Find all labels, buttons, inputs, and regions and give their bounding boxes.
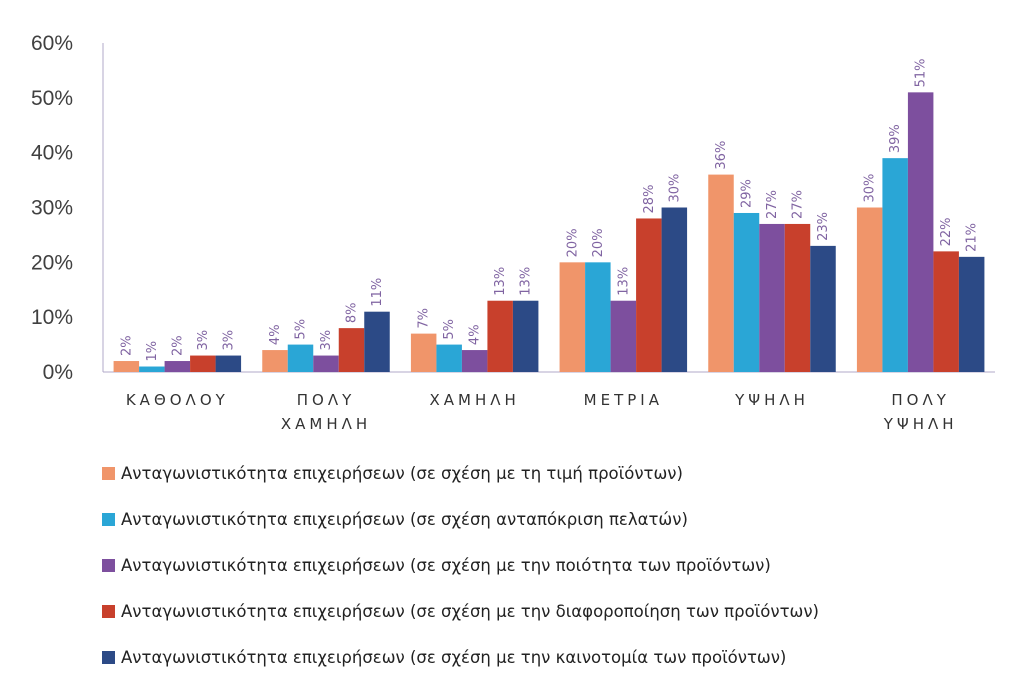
data-label: 29%	[740, 179, 755, 208]
category-label: ΠΟΛΥ	[891, 391, 950, 409]
legend-label: Ανταγωνιστικότητα επιχειρήσεων (σε σχέση…	[121, 601, 819, 621]
legend-swatch	[102, 604, 115, 618]
bar	[784, 223, 811, 372]
y-tick-label: 30%	[31, 197, 73, 220]
data-label: 3%	[221, 330, 236, 351]
data-label: 4%	[268, 324, 283, 345]
legend-item: Ανταγωνιστικότητα επιχειρήσεων (σε σχέση…	[102, 455, 1002, 491]
data-label: 27%	[791, 190, 806, 219]
data-label: 30%	[863, 174, 878, 203]
bar	[113, 361, 140, 372]
data-label: 2%	[170, 335, 185, 356]
data-labels: 2% 4% 7% 20% 36% 30% 1% 5% 5% 20% 29% 39% 2% 3% 4% 13% 2…	[119, 58, 979, 361]
bar	[759, 223, 785, 372]
bar	[262, 350, 288, 372]
bar	[164, 361, 191, 372]
data-label: 20%	[565, 228, 580, 257]
data-label: 13%	[616, 267, 631, 296]
bar	[410, 333, 437, 372]
data-label: 5%	[442, 319, 457, 340]
y-tick-label: 0%	[43, 361, 73, 384]
bar	[610, 300, 637, 372]
bar	[585, 262, 611, 372]
data-label: 5%	[294, 319, 309, 340]
category-label: ΠΟΛΥ	[297, 391, 356, 409]
data-label: 11%	[370, 278, 385, 307]
data-label: 51%	[914, 58, 929, 87]
bar	[436, 344, 462, 372]
bar	[512, 300, 539, 372]
legend-swatch	[102, 650, 115, 664]
category-label: ΧΑΜΗΛΗ	[430, 391, 520, 409]
bar	[487, 300, 513, 372]
bars	[113, 92, 985, 372]
legend-label: Ανταγωνιστικότητα επιχειρήσεων (σε σχέση…	[121, 463, 683, 483]
bar	[636, 218, 662, 372]
y-tick-label: 60%	[31, 32, 73, 55]
data-label: 13%	[493, 267, 508, 296]
legend-label: Ανταγωνιστικότητα επιχειρήσεων (σε σχέση…	[121, 509, 688, 529]
bar	[287, 344, 314, 372]
legend-label: Ανταγωνιστικότητα επιχειρήσεων (σε σχέση…	[121, 555, 771, 575]
bar	[313, 355, 339, 372]
y-tick-label: 50%	[31, 87, 73, 110]
data-label: 7%	[417, 308, 432, 329]
data-label: 4%	[468, 324, 483, 345]
bar	[661, 207, 688, 372]
legend: Ανταγωνιστικότητα επιχειρήσεων (σε σχέση…	[102, 455, 1002, 685]
data-label: 36%	[714, 141, 729, 170]
bar	[338, 328, 365, 372]
data-label: 2%	[119, 335, 134, 356]
data-label: 22%	[939, 217, 954, 246]
bar-chart: 0% 10% 20% 30% 40% 50% 60% 2% 4% 7% 20% 36% 30% 1% 5%…	[31, 32, 995, 433]
legend-swatch	[102, 512, 115, 526]
bar	[190, 355, 216, 372]
category-labels: ΚΑΘΟΛΟΥ ΠΟΛΥ ΧΑΜΗΛΗ ΧΑΜΗΛΗ ΜΕΤΡΙΑ ΥΨΗΛΗ ΠΟΛΥ ΥΨ…	[126, 391, 958, 433]
data-label: 27%	[765, 190, 780, 219]
bar	[215, 355, 242, 372]
y-tick-labels: 0% 10% 20% 30% 40% 50% 60%	[31, 32, 73, 384]
legend-item: Ανταγωνιστικότητα επιχειρήσεων (σε σχέση…	[102, 593, 1002, 629]
bar	[958, 256, 985, 372]
bar	[139, 366, 165, 372]
data-label: 1%	[145, 341, 160, 362]
legend-swatch	[102, 466, 115, 480]
bar	[810, 245, 836, 372]
bar	[559, 262, 586, 372]
data-label: 3%	[196, 330, 211, 351]
bar	[856, 207, 883, 372]
data-label: 8%	[345, 303, 360, 324]
bar	[882, 158, 908, 372]
legend-item: Ανταγωνιστικότητα επιχειρήσεων (σε σχέση…	[102, 501, 1002, 537]
data-label: 13%	[519, 267, 534, 296]
bar	[461, 350, 488, 372]
category-label: ΥΨΗΛΗ	[734, 391, 809, 409]
bar	[364, 311, 390, 372]
legend-label: Ανταγωνιστικότητα επιχειρήσεων (σε σχέση…	[121, 647, 787, 667]
bar	[907, 92, 934, 372]
bar	[733, 212, 760, 372]
data-label: 28%	[642, 185, 657, 214]
data-label: 20%	[591, 228, 606, 257]
data-label: 21%	[965, 223, 980, 252]
data-label: 3%	[319, 330, 334, 351]
legend-item: Ανταγωνιστικότητα επιχειρήσεων (σε σχέση…	[102, 547, 1002, 583]
category-label: ΚΑΘΟΛΟΥ	[126, 391, 229, 409]
y-tick-label: 10%	[31, 306, 73, 329]
data-label: 39%	[888, 124, 903, 153]
bar	[933, 251, 959, 372]
legend-swatch	[102, 558, 115, 572]
bar	[708, 174, 734, 372]
legend-item: Ανταγωνιστικότητα επιχειρήσεων (σε σχέση…	[102, 639, 1002, 675]
data-label: 30%	[667, 174, 682, 203]
y-tick-label: 40%	[31, 142, 73, 165]
category-label: ΥΨΗΛΗ	[883, 415, 958, 433]
data-label: 23%	[816, 212, 831, 241]
category-label: ΧΑΜΗΛΗ	[281, 415, 371, 433]
category-label: ΜΕΤΡΙΑ	[584, 391, 663, 409]
y-tick-label: 20%	[31, 251, 73, 274]
